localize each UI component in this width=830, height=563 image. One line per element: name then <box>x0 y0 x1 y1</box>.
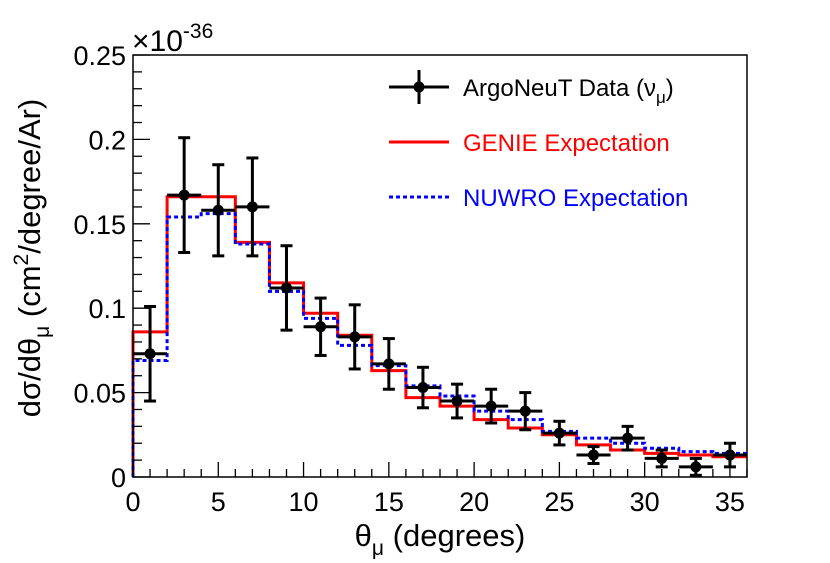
data-point <box>235 156 270 258</box>
data-point <box>712 441 747 469</box>
svg-text:×10-36: ×10-36 <box>132 20 213 58</box>
data-point-marker <box>349 331 361 343</box>
y-tick-label: 0.2 <box>88 125 126 155</box>
data-point <box>440 382 475 420</box>
plot-frame <box>132 54 748 478</box>
data-point-marker <box>553 427 565 439</box>
y-tick-label: 0.25 <box>73 41 126 71</box>
data-point <box>576 445 611 465</box>
x-tick-label: 20 <box>459 487 489 517</box>
data-point <box>337 303 372 371</box>
svg-text:θμ (degrees): θμ (degrees) <box>355 518 526 560</box>
data-point <box>508 391 543 432</box>
y-axis-exponent: ×10-36 <box>132 20 213 58</box>
y-tick-label: 0.1 <box>88 294 126 324</box>
data-point-marker <box>383 358 395 370</box>
legend-data-marker <box>413 81 425 93</box>
legend-entry-nuwro: NUWRO Expectation <box>389 185 688 212</box>
exponent-prefix: ×10 <box>132 25 183 58</box>
legend-data-label-post: ) <box>666 75 674 102</box>
data-point <box>201 163 236 258</box>
y-title-sup: 2 <box>10 254 33 266</box>
svg-text:dσ/dθμ (cm2/degree/Ar): dσ/dθμ (cm2/degree/Ar) <box>10 99 54 418</box>
y-title-post: /degree/Ar) <box>12 99 47 254</box>
data-point-marker <box>485 400 497 412</box>
data-point <box>405 365 440 410</box>
axes: 0 5 10 15 20 25 30 35 0 0.05 0.1 0.15 0.2 0.25 <box>73 41 748 517</box>
legend-entry-data: ArgoNeuT Data (νμ) <box>389 70 674 107</box>
data-point <box>167 136 202 254</box>
data-point-marker <box>588 449 599 461</box>
x-axis-title: θμ (degrees) <box>355 518 526 560</box>
data-point <box>474 387 509 425</box>
data-point <box>610 424 645 452</box>
x-tick-label: 35 <box>715 487 745 517</box>
legend-genie-label: GENIE Expectation <box>463 130 670 157</box>
y-title-pre: dσ/dθ <box>12 338 47 417</box>
legend-data-label-sub: μ <box>656 88 666 107</box>
data-point-marker <box>144 348 156 360</box>
data-point-marker <box>178 189 190 201</box>
data-point-marker <box>656 452 668 464</box>
x-tick-label: 0 <box>125 487 140 517</box>
x-tick-label: 10 <box>289 487 319 517</box>
legend-nuwro-label: NUWRO Expectation <box>463 185 688 212</box>
legend-entry-genie: GENIE Expectation <box>389 130 670 157</box>
data-point-marker <box>622 432 634 444</box>
plot-area <box>131 136 747 477</box>
x-tick-label: 5 <box>211 487 226 517</box>
data-point <box>371 337 406 391</box>
legend-data-label-pre: ArgoNeuT Data (ν <box>463 75 656 102</box>
x-tick-label: 30 <box>630 487 660 517</box>
data-point <box>542 419 577 447</box>
data-point-marker <box>519 405 531 417</box>
data-point-marker <box>724 449 736 461</box>
x-title-rest: (degrees) <box>384 518 525 553</box>
data-point-marker <box>246 201 258 213</box>
data-point <box>269 244 304 332</box>
y-tick-label: 0.05 <box>73 379 126 409</box>
y-title-sub: μ <box>31 326 54 338</box>
data-point-marker <box>281 282 292 294</box>
data-point-marker <box>417 382 429 394</box>
data-point-marker <box>212 204 224 216</box>
svg-text:ArgoNeuT Data (νμ): ArgoNeuT Data (νμ) <box>463 75 674 107</box>
x-title-sub: μ <box>372 537 384 560</box>
y-axis-title: dσ/dθμ (cm2/degree/Ar) <box>10 99 54 418</box>
x-tick-label: 15 <box>374 487 404 517</box>
legend: ArgoNeuT Data (νμ) GENIE Expectation NUW… <box>389 70 688 212</box>
y-tick-label: 0.15 <box>73 210 126 240</box>
genie-step-line <box>131 195 747 477</box>
data-point <box>303 296 338 357</box>
x-tick-label: 25 <box>544 487 574 517</box>
exponent-power: -36 <box>183 20 213 43</box>
data-point <box>644 448 679 469</box>
data-point-marker <box>690 461 702 473</box>
data-point <box>133 305 168 403</box>
nuwro-step-line <box>131 212 747 477</box>
data-point-marker <box>315 321 327 333</box>
x-title-main: θ <box>355 518 372 553</box>
y-title-mid: (cm <box>12 265 47 325</box>
y-tick-label: 0 <box>111 463 126 493</box>
data-point-marker <box>451 395 463 407</box>
